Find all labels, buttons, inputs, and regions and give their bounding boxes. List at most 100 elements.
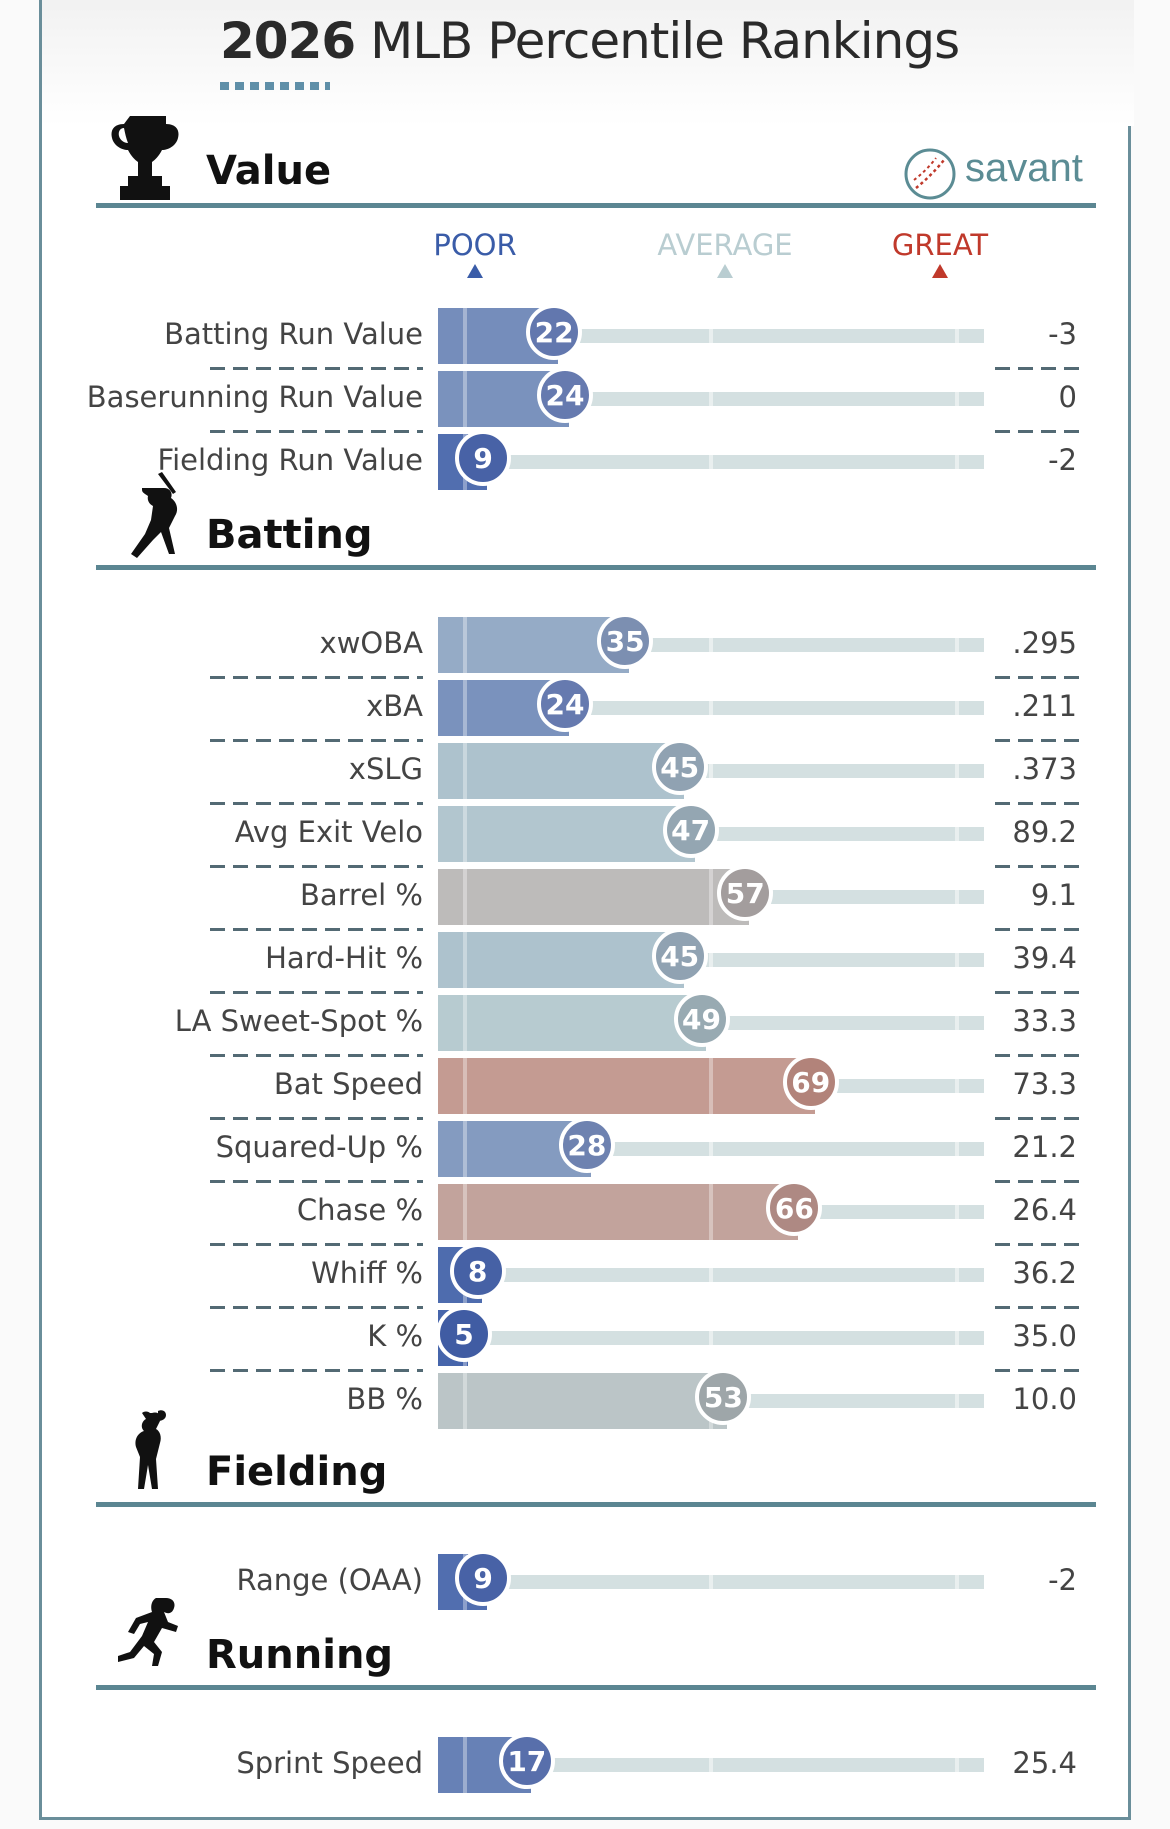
row-separator-right xyxy=(995,367,1080,370)
row-separator-left xyxy=(210,1180,423,1183)
track-tick xyxy=(709,1331,713,1345)
section-divider-running xyxy=(96,1685,1096,1690)
bar-tick xyxy=(709,1184,713,1240)
bar-tick xyxy=(709,869,713,925)
bar-tick xyxy=(463,806,468,862)
percentile-badge: 45 xyxy=(651,739,708,795)
metric-label: K % xyxy=(367,1319,423,1353)
percentile-badge: 35 xyxy=(597,613,654,669)
track-tick xyxy=(954,764,959,778)
row-separator-right xyxy=(995,928,1080,931)
track-tick xyxy=(954,1079,959,1093)
track-tick xyxy=(709,701,713,715)
row-separator-right xyxy=(995,991,1080,994)
track-tick xyxy=(709,1268,713,1282)
bar-tick xyxy=(709,1058,713,1114)
metric-label: Hard-Hit % xyxy=(265,941,423,975)
bar-tick xyxy=(463,371,468,427)
metric-value: 33.3 xyxy=(1012,1004,1077,1038)
row-separator-right xyxy=(995,865,1080,868)
percentile-bar xyxy=(438,1373,728,1429)
legend-average-label: AVERAGE xyxy=(657,228,793,262)
metric-label: xBA xyxy=(366,689,423,723)
row-separator-left xyxy=(210,739,423,742)
row-separator-left xyxy=(210,676,423,679)
percentile-track xyxy=(438,455,984,469)
percentile-bar xyxy=(438,995,706,1051)
percentile-badge: 47 xyxy=(662,802,719,858)
metric-label: Sprint Speed xyxy=(236,1746,423,1780)
percentile-badge: 5 xyxy=(436,1306,492,1362)
track-tick xyxy=(954,1758,959,1772)
percentile-badge: 69 xyxy=(782,1054,839,1110)
track-tick xyxy=(954,701,959,715)
percentile-bar xyxy=(438,1058,815,1114)
legend-average: AVERAGE xyxy=(650,228,800,278)
metric-label: Avg Exit Velo xyxy=(234,815,423,849)
track-tick xyxy=(709,1142,713,1156)
row-separator-left xyxy=(210,367,423,370)
row-separator-right xyxy=(995,1243,1080,1246)
percentile-badge: 28 xyxy=(558,1117,615,1173)
row-separator-right xyxy=(995,430,1080,433)
bar-tick xyxy=(463,1373,468,1429)
percentile-bar xyxy=(438,1184,799,1240)
percentile-card xyxy=(39,0,1134,1820)
row-separator-right xyxy=(995,739,1080,742)
track-tick xyxy=(954,1331,959,1345)
legend-great-marker xyxy=(932,264,948,278)
row-separator-left xyxy=(210,1117,423,1120)
row-separator-right xyxy=(995,1369,1080,1372)
metric-value: 21.2 xyxy=(1012,1130,1077,1164)
metric-value: 73.3 xyxy=(1012,1067,1077,1101)
metric-label: BB % xyxy=(346,1382,423,1416)
track-tick xyxy=(954,1394,959,1408)
metric-value: 0 xyxy=(1058,380,1077,414)
title-text: MLB Percentile Rankings xyxy=(355,12,960,70)
bar-tick xyxy=(463,1184,468,1240)
metric-value: .211 xyxy=(1012,689,1077,723)
section-divider-batting xyxy=(96,565,1096,570)
percentile-badge: 49 xyxy=(673,991,730,1047)
section-title-running: Running xyxy=(206,1632,394,1678)
track-tick xyxy=(954,392,959,406)
row-separator-left xyxy=(210,430,423,433)
track-tick xyxy=(954,1205,959,1219)
row-separator-right xyxy=(995,1117,1080,1120)
section-title-value: Value xyxy=(206,148,332,194)
metric-value: 35.0 xyxy=(1012,1319,1077,1353)
metric-value: 26.4 xyxy=(1012,1193,1077,1227)
track-tick xyxy=(709,764,713,778)
percentile-badge: 57 xyxy=(717,865,774,921)
row-separator-right xyxy=(995,802,1080,805)
percentile-badge: 17 xyxy=(498,1733,555,1789)
savant-logo-text: savant xyxy=(965,146,1083,190)
track-tick xyxy=(954,329,959,343)
row-separator-left xyxy=(210,1054,423,1057)
legend-poor-label: POOR xyxy=(433,228,517,262)
bar-tick xyxy=(463,869,468,925)
track-tick xyxy=(954,1268,959,1282)
bar-tick xyxy=(463,932,468,988)
track-tick xyxy=(954,890,959,904)
metric-value: 89.2 xyxy=(1012,815,1077,849)
metric-label: xSLG xyxy=(348,752,423,786)
section-title-batting: Batting xyxy=(206,512,373,558)
metric-label: Batting Run Value xyxy=(164,317,423,351)
metric-label: LA Sweet-Spot % xyxy=(174,1004,423,1038)
percentile-bar xyxy=(438,806,695,862)
row-separator-left xyxy=(210,802,423,805)
percentile-track xyxy=(438,1331,984,1345)
bar-tick xyxy=(463,308,468,364)
track-tick xyxy=(954,827,959,841)
metric-value: 25.4 xyxy=(1012,1746,1077,1780)
section-divider-value xyxy=(96,203,1096,208)
metric-label: Baserunning Run Value xyxy=(86,380,423,414)
metric-label: Range (OAA) xyxy=(236,1563,423,1597)
metric-value: -3 xyxy=(1048,317,1077,351)
savant-baseball-icon xyxy=(904,148,956,200)
runner-icon xyxy=(118,1598,178,1666)
track-tick xyxy=(709,1575,713,1589)
title-year: 2026 xyxy=(220,12,356,70)
row-separator-left xyxy=(210,928,423,931)
